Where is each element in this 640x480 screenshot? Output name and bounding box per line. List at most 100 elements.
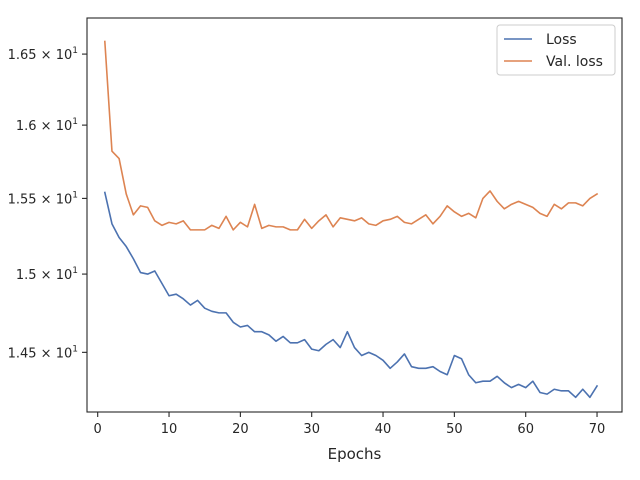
data-point-loss: [375, 355, 377, 357]
data-point-loss: [475, 382, 477, 384]
data-point-loss: [254, 331, 256, 333]
data-point-loss: [582, 388, 584, 390]
y-tick-times-sign: ×: [37, 192, 56, 207]
data-point-val-loss: [140, 205, 142, 207]
data-point-loss: [211, 311, 213, 313]
series-val-loss: [103, 40, 599, 231]
series-line-val-loss: [103, 40, 599, 231]
data-point-loss: [311, 348, 313, 350]
data-point-val-loss: [268, 225, 270, 227]
data-point-val-loss: [133, 214, 135, 216]
data-point-val-loss: [325, 214, 327, 216]
x-axis: 0 10 20 30 40 50 60 70: [94, 412, 605, 437]
data-point-loss: [525, 387, 527, 389]
data-point-loss: [454, 355, 456, 357]
data-point-val-loss: [354, 220, 356, 222]
data-point-loss: [382, 360, 384, 362]
data-point-val-loss: [218, 228, 220, 230]
y-tick-base: 10: [56, 268, 73, 283]
data-point-val-loss: [232, 229, 234, 231]
data-point-loss: [268, 334, 270, 336]
y-tick-label: 1.45 × 101: [8, 344, 78, 361]
y-tick-exponent: 1: [72, 266, 78, 276]
data-point-loss: [325, 344, 327, 346]
data-point-loss: [468, 374, 470, 376]
data-point-val-loss: [589, 198, 591, 200]
data-point-val-loss: [339, 217, 341, 219]
data-point-val-loss: [311, 228, 313, 230]
data-point-loss: [589, 397, 591, 399]
data-point-val-loss: [561, 208, 563, 210]
data-point-val-loss: [454, 211, 456, 213]
y-tick-times-sign: ×: [37, 346, 56, 361]
data-point-val-loss: [275, 226, 277, 228]
data-point-loss: [504, 382, 506, 384]
data-point-loss: [368, 352, 370, 354]
data-point-val-loss: [468, 213, 470, 215]
data-point-val-loss: [225, 216, 227, 218]
data-point-loss: [539, 392, 541, 394]
data-point-loss: [397, 361, 399, 363]
data-point-loss: [225, 312, 227, 314]
y-tick-exponent: 1: [72, 46, 78, 56]
y-tick-mantissa: 1.5: [16, 268, 37, 283]
data-point-loss: [561, 390, 563, 392]
data-point-loss: [354, 347, 356, 349]
axes-frame: [86, 17, 623, 413]
data-point-val-loss: [411, 223, 413, 225]
data-point-val-loss: [389, 219, 391, 221]
data-point-val-loss: [154, 220, 156, 222]
data-point-val-loss: [382, 220, 384, 222]
data-point-val-loss: [347, 219, 349, 221]
data-point-val-loss: [418, 219, 420, 221]
data-point-loss: [361, 355, 363, 357]
x-tick-label: 40: [375, 422, 392, 437]
data-point-val-loss: [489, 190, 491, 192]
y-tick-label: 1.6 × 101: [16, 117, 78, 134]
data-point-val-loss: [183, 220, 185, 222]
data-point-loss: [190, 304, 192, 306]
data-point-loss: [439, 371, 441, 373]
data-point-loss: [240, 326, 242, 328]
y-tick-times-sign: ×: [37, 48, 56, 63]
data-point-loss: [140, 272, 142, 274]
y-tick-base: 10: [56, 48, 73, 63]
data-point-loss: [175, 293, 177, 295]
data-point-val-loss: [568, 202, 570, 204]
data-point-val-loss: [175, 223, 177, 225]
data-point-loss: [282, 336, 284, 338]
data-point-val-loss: [496, 201, 498, 203]
data-point-val-loss: [432, 223, 434, 225]
data-point-val-loss: [425, 214, 427, 216]
data-point-val-loss: [518, 201, 520, 203]
y-tick-mantissa: 1.6: [16, 119, 37, 134]
y-tick-label: 1.65 × 101: [8, 46, 78, 63]
data-point-val-loss: [475, 217, 477, 219]
data-point-val-loss: [318, 220, 320, 222]
data-point-val-loss: [375, 225, 377, 227]
data-point-val-loss: [254, 204, 256, 206]
data-point-loss: [518, 384, 520, 386]
data-point-loss: [111, 223, 113, 225]
y-tick-times-sign: ×: [37, 268, 56, 283]
data-point-val-loss: [197, 229, 199, 231]
data-point-loss: [546, 393, 548, 395]
data-point-loss: [596, 385, 598, 387]
data-point-val-loss: [504, 208, 506, 210]
data-point-val-loss: [539, 213, 541, 215]
data-point-loss: [154, 270, 156, 272]
data-point-val-loss: [190, 229, 192, 231]
y-tick-base: 10: [56, 192, 73, 207]
y-tick-times-sign: ×: [37, 119, 56, 134]
data-point-val-loss: [439, 216, 441, 218]
data-point-loss: [147, 273, 149, 275]
data-point-val-loss: [553, 204, 555, 206]
data-point-loss: [304, 339, 306, 341]
data-point-loss: [418, 368, 420, 370]
data-point-loss: [496, 376, 498, 378]
y-tick-mantissa: 1.45: [8, 346, 37, 361]
data-point-loss: [197, 300, 199, 302]
legend: Loss Val. loss: [496, 24, 616, 76]
